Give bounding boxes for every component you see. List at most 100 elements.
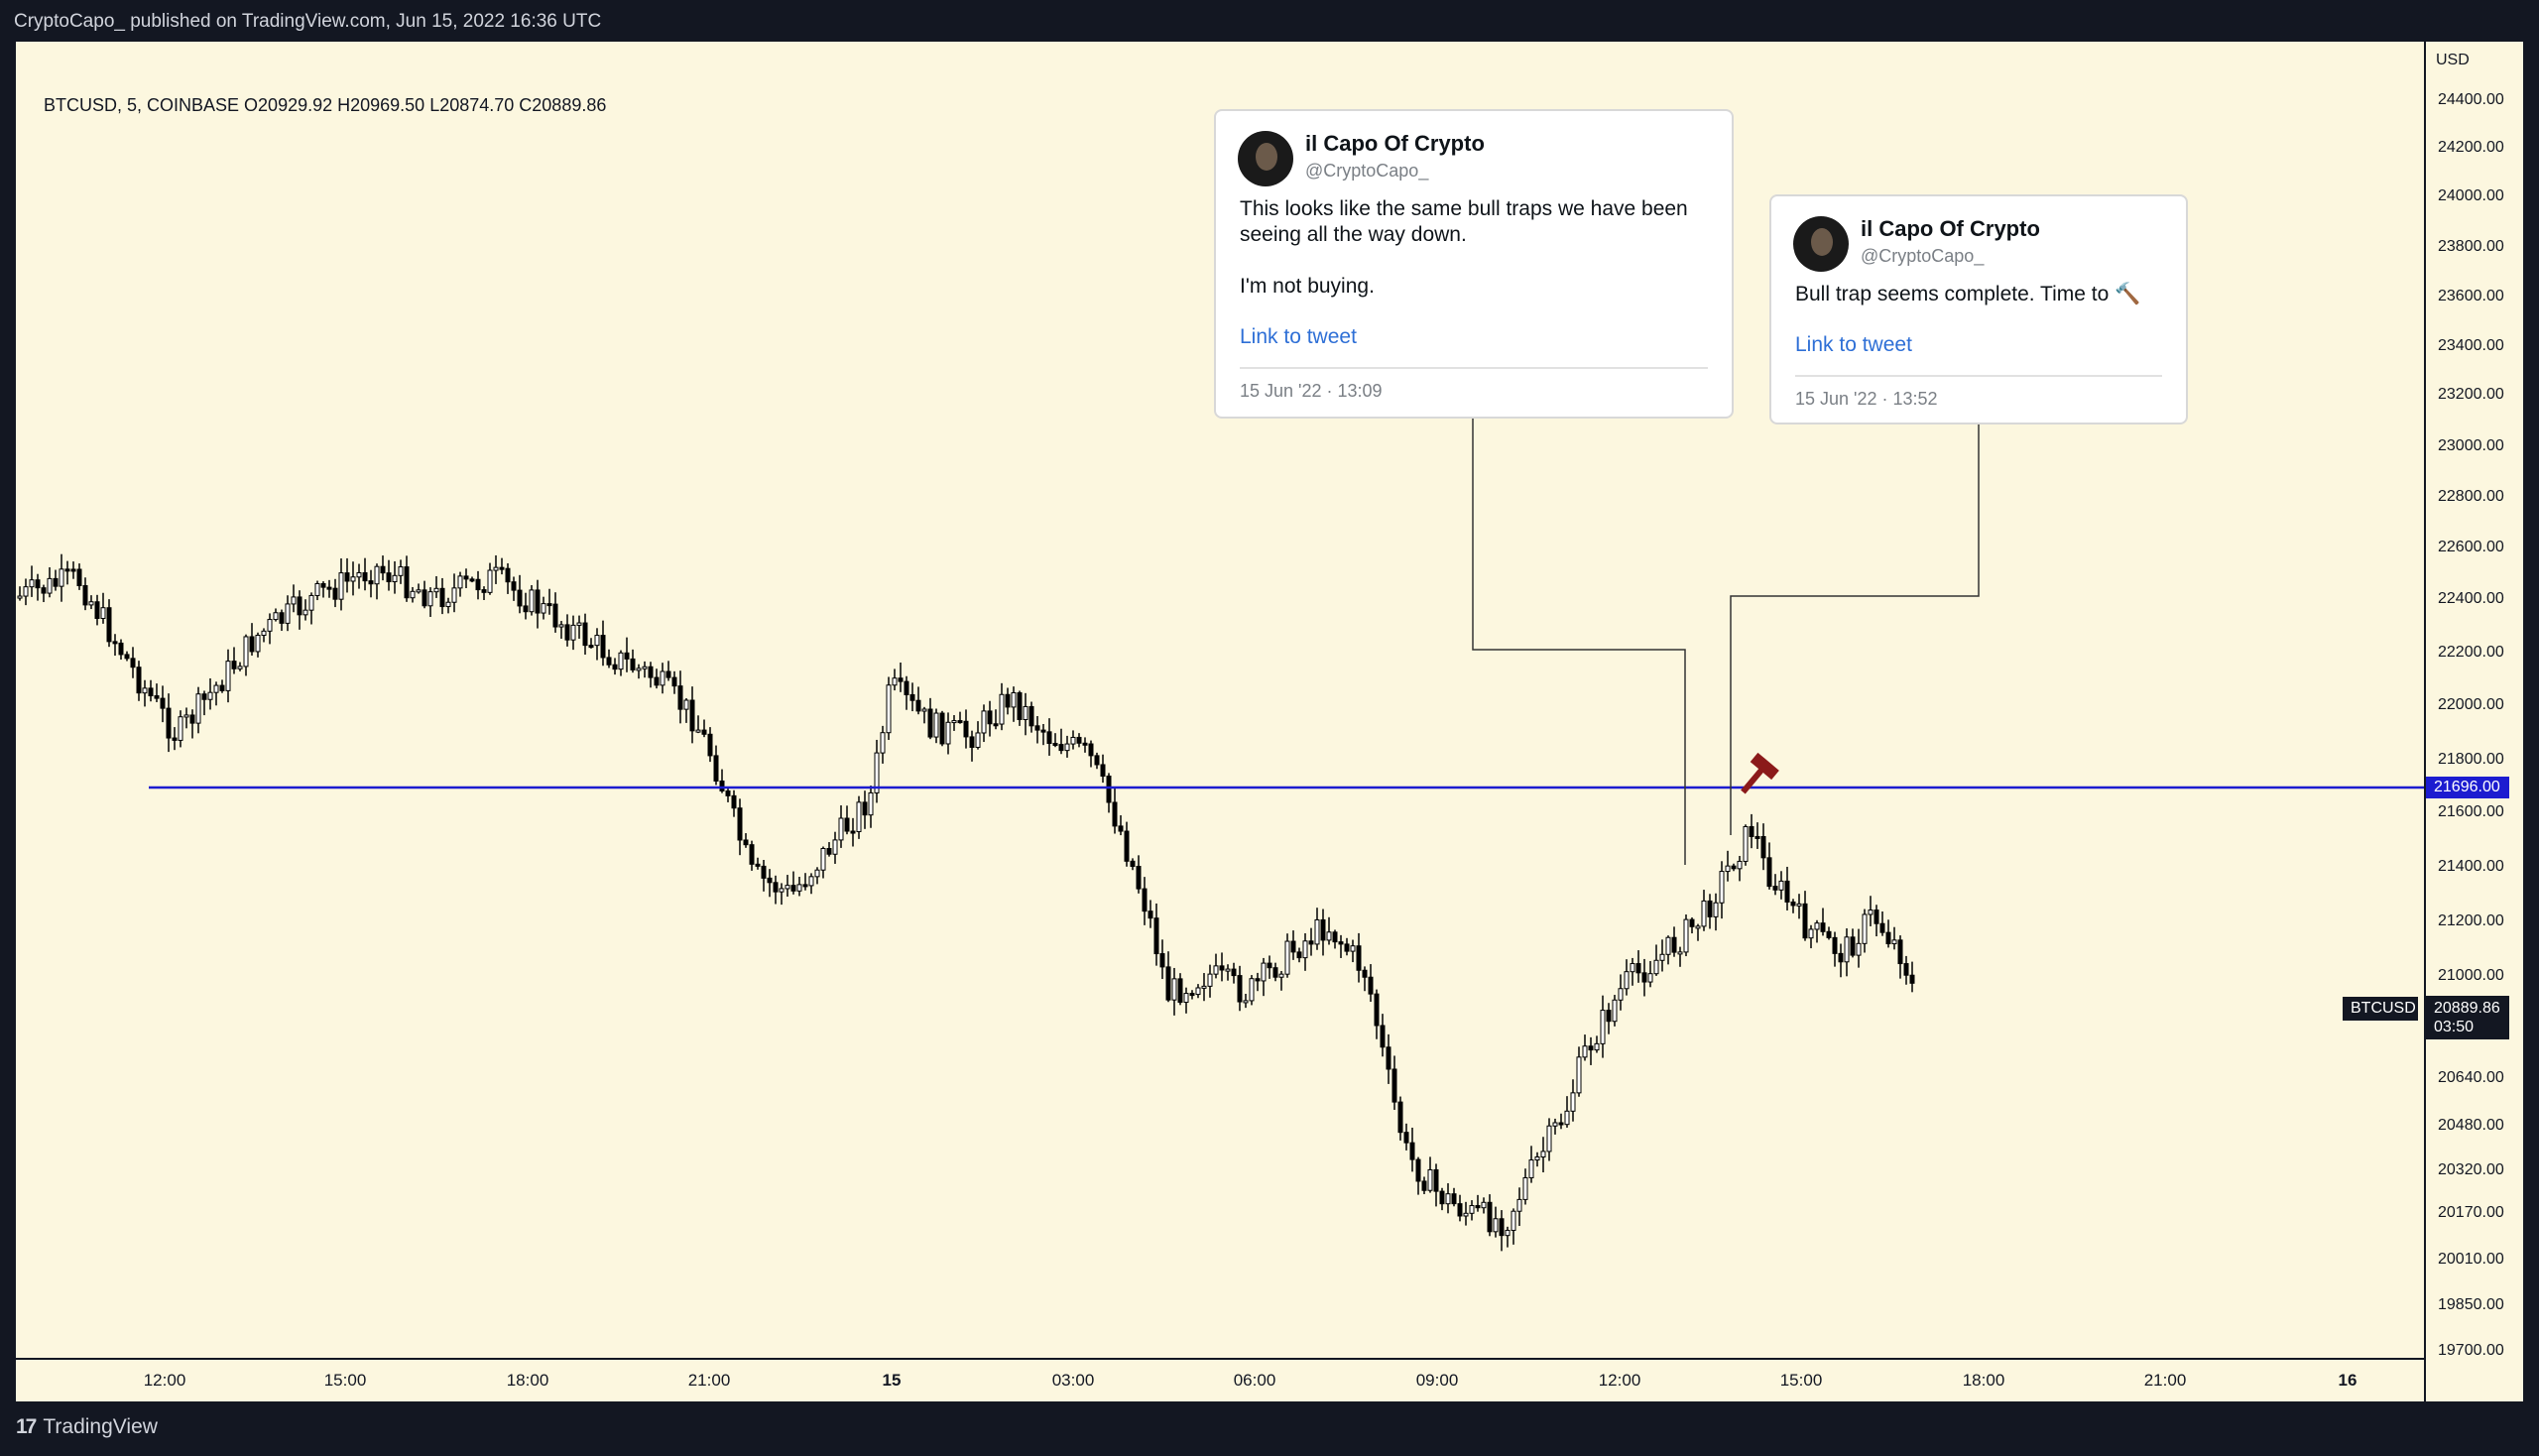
time-tick-label: 15:00 — [1779, 1371, 1823, 1390]
candle-body — [499, 566, 505, 570]
candle-body — [1171, 978, 1177, 1001]
candle-body — [1534, 1156, 1540, 1161]
candle-body — [1570, 1092, 1576, 1112]
candle-body — [707, 733, 713, 757]
candle-body — [35, 579, 41, 589]
time-tick-label: 03:00 — [1051, 1371, 1095, 1390]
candle-body — [1159, 953, 1165, 968]
candle-body — [844, 817, 850, 832]
price-tick-label: 19850.00 — [2438, 1296, 2504, 1313]
candle-body — [1790, 901, 1796, 907]
candle-body — [261, 630, 267, 636]
candle-body — [541, 603, 546, 614]
candle-body — [1052, 743, 1058, 747]
candle-body — [82, 584, 88, 606]
tradingview-brand[interactable]: 17 TradingView — [16, 1415, 158, 1439]
candle-body — [1380, 1025, 1386, 1048]
candle-body — [1457, 1203, 1463, 1217]
candle-body — [755, 863, 761, 867]
candle-body — [1023, 705, 1028, 720]
candle-body — [636, 667, 642, 671]
candle-body — [1528, 1159, 1534, 1178]
tweet-2-connector — [1730, 425, 1980, 835]
candle-body — [773, 882, 779, 893]
candle-body — [683, 699, 689, 710]
tweet-author-name: il Capo Of Crypto — [1305, 131, 1485, 156]
candle-body — [1362, 969, 1368, 978]
candle-body — [820, 848, 826, 871]
candle-body — [1344, 943, 1350, 952]
candle-body — [1296, 951, 1302, 959]
candle-body — [1856, 942, 1862, 956]
candle-body — [1183, 993, 1189, 1004]
price-axis[interactable]: USD 24400.00 24200.00 24000.00 23800.00 2360… — [2424, 42, 2523, 1401]
price-tick-label: 22800.00 — [2438, 488, 2504, 505]
candle-body — [1070, 736, 1076, 745]
tweet-text-line: I'm not buying. — [1240, 275, 1375, 298]
candle-body — [1719, 871, 1725, 904]
candle-body — [1463, 1212, 1469, 1217]
candle-body — [1082, 742, 1088, 746]
candle-body — [570, 624, 576, 641]
candle-body — [487, 569, 493, 593]
tweet-text-line: seeing all the way down. — [1240, 223, 1467, 246]
time-tick-label: 15:00 — [323, 1371, 367, 1390]
candle-body — [1415, 1158, 1421, 1182]
candlestick-chart[interactable] — [16, 42, 2424, 1358]
candle-body — [398, 566, 404, 576]
candle-body — [1713, 902, 1719, 917]
candle-body — [475, 578, 481, 591]
candle-body — [219, 684, 225, 691]
symbol-tag: BTCUSD — [2343, 997, 2418, 1021]
candle-body — [921, 708, 927, 712]
time-axis[interactable]: 12:00 15:00 18:00 21:00 15 03:00 06:00 09:00 12:… — [16, 1358, 2424, 1401]
tweet-divider — [1795, 375, 2162, 377]
price-tick-label: 23800.00 — [2438, 238, 2504, 255]
candle-body — [1439, 1190, 1445, 1205]
candle-body — [1142, 888, 1148, 912]
candle-body — [1844, 936, 1850, 963]
candle-body — [124, 654, 130, 660]
candle-body — [1350, 945, 1356, 952]
tweet-text-line: This looks like the same bull traps we h… — [1240, 197, 1688, 220]
candle-body — [1641, 972, 1647, 983]
candle-body — [1808, 928, 1814, 939]
candle-body — [743, 839, 749, 846]
candle-body — [511, 581, 517, 591]
candle-body — [1445, 1193, 1451, 1205]
candle-body — [47, 577, 53, 594]
link-to-tweet[interactable]: Link to tweet — [1795, 333, 1912, 356]
tradingview-logo-icon: 17 — [16, 1415, 37, 1438]
candle-body — [427, 591, 433, 607]
candle-body — [1302, 940, 1308, 959]
price-tick-label: 23000.00 — [2438, 437, 2504, 454]
candle-body — [671, 676, 677, 687]
candle-body — [1725, 865, 1731, 873]
candle-body — [862, 801, 868, 816]
price-tick-label: 21800.00 — [2438, 751, 2504, 768]
candle-body — [1695, 925, 1701, 929]
avatar-icon — [1793, 216, 1849, 272]
candle-body — [1064, 743, 1070, 752]
candle-body — [826, 848, 832, 855]
candle-body — [1862, 913, 1868, 944]
candle-body — [243, 636, 249, 667]
candle-body — [1820, 922, 1826, 932]
candle-body — [463, 575, 469, 580]
candle-body — [749, 844, 755, 865]
candle-body — [1505, 1229, 1511, 1237]
candle-body — [1701, 900, 1707, 927]
link-to-tweet[interactable]: Link to tweet — [1240, 325, 1357, 348]
candle-body — [1136, 865, 1142, 890]
tweet-author-name: il Capo Of Crypto — [1861, 216, 2040, 241]
price-tick-label: 19700.00 — [2438, 1342, 2504, 1359]
candle-body — [963, 720, 969, 738]
candle-body — [1100, 764, 1106, 778]
candle-body — [94, 601, 100, 620]
candle-body — [1451, 1193, 1457, 1205]
candle-body — [344, 572, 350, 582]
candle-body — [1112, 801, 1118, 827]
candle-body — [1743, 825, 1749, 862]
candle-body — [1689, 918, 1695, 927]
candle-body — [1076, 736, 1082, 744]
